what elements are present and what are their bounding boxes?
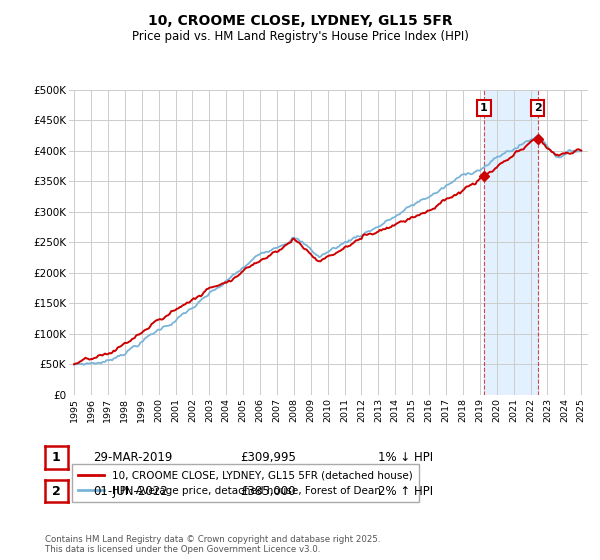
Bar bbox=[484, 90, 538, 395]
Legend: 10, CROOME CLOSE, LYDNEY, GL15 5FR (detached house), HPI: Average price, detache: 10, CROOME CLOSE, LYDNEY, GL15 5FR (deta… bbox=[71, 464, 419, 502]
Text: 2% ↑ HPI: 2% ↑ HPI bbox=[378, 484, 433, 498]
Text: Contains HM Land Registry data © Crown copyright and database right 2025.
This d: Contains HM Land Registry data © Crown c… bbox=[45, 535, 380, 554]
Text: Price paid vs. HM Land Registry's House Price Index (HPI): Price paid vs. HM Land Registry's House … bbox=[131, 30, 469, 43]
Text: 1: 1 bbox=[480, 103, 488, 113]
Text: £385,000: £385,000 bbox=[240, 484, 296, 498]
Text: 29-MAR-2019: 29-MAR-2019 bbox=[93, 451, 172, 464]
Text: 2: 2 bbox=[52, 484, 61, 498]
Text: 1: 1 bbox=[52, 451, 61, 464]
Text: 01-JUN-2022: 01-JUN-2022 bbox=[93, 484, 168, 498]
Text: 2: 2 bbox=[534, 103, 541, 113]
Text: £309,995: £309,995 bbox=[240, 451, 296, 464]
Text: 10, CROOME CLOSE, LYDNEY, GL15 5FR: 10, CROOME CLOSE, LYDNEY, GL15 5FR bbox=[148, 14, 452, 28]
Text: 1% ↓ HPI: 1% ↓ HPI bbox=[378, 451, 433, 464]
